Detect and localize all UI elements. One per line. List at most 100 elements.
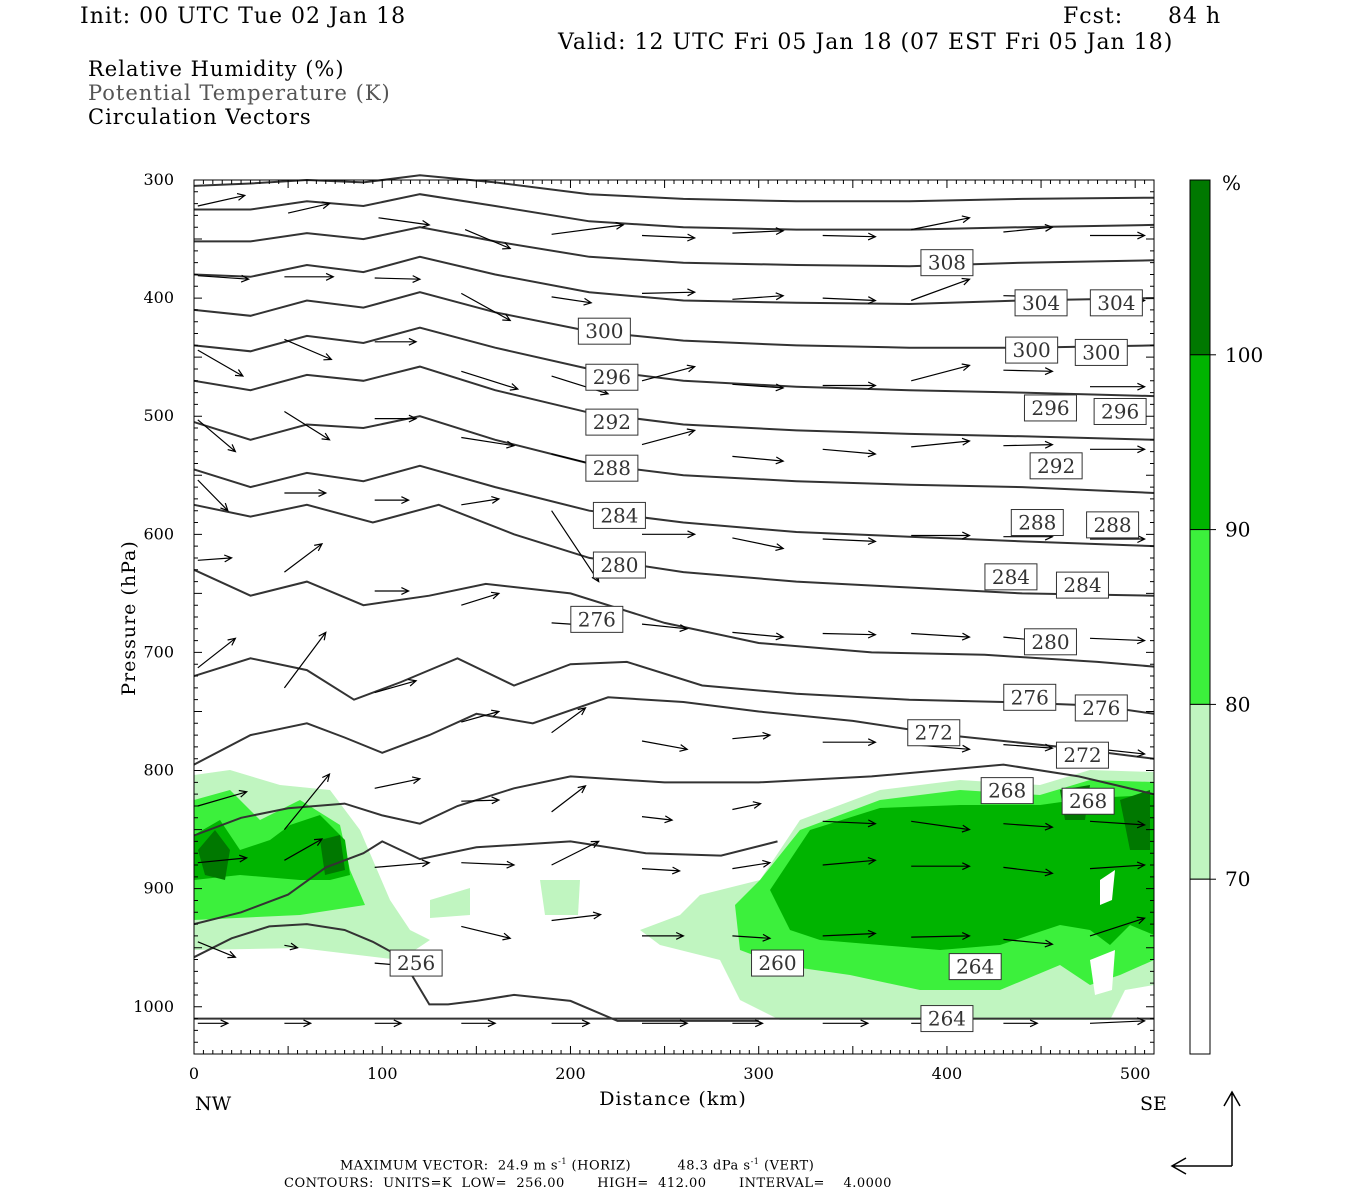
circulation-vector: [197, 419, 237, 453]
contour-label: 292: [593, 410, 631, 434]
contour-label-box: [1089, 289, 1143, 317]
circulation-vector: [461, 925, 512, 941]
max-vector-line: MAXIMUM VECTOR: 24.9 m s-1 (HORIZ) 48.3 …: [340, 1157, 814, 1173]
circulation-vector: [1003, 223, 1054, 233]
circulation-vector: [284, 338, 333, 361]
circulation-vector: [732, 1019, 764, 1028]
colorbar-segment: [1189, 878, 1211, 1055]
scale-arrow: [1170, 1090, 1241, 1175]
contour-label-box: [984, 563, 1038, 591]
circulation-vector: [641, 428, 697, 446]
circulation-vector: [464, 229, 512, 250]
theta-contour-260: [193, 840, 778, 926]
contour-label: 280: [1031, 630, 1069, 654]
circulation-vector: [374, 496, 411, 505]
circulation-vector: [1003, 743, 1054, 752]
circulation-vector: [822, 1019, 870, 1028]
circulation-vector: [551, 1019, 591, 1028]
circulation-vector: [378, 217, 431, 228]
circulation-vector: [641, 815, 674, 824]
circulation-vector: [551, 785, 587, 813]
contour-label: 304: [1022, 291, 1060, 315]
circulation-vector: [1003, 1019, 1039, 1028]
rh-band: [194, 815, 350, 880]
circulation-vector: [374, 337, 418, 346]
theta-contour-268: [193, 763, 1155, 837]
circulation-vector: [641, 866, 682, 875]
circulation-vector: [732, 933, 772, 942]
circulation-vector: [1003, 822, 1054, 831]
circulation-vector: [641, 740, 689, 752]
circulation-vector: [197, 193, 247, 207]
circulation-vector: [1090, 231, 1147, 240]
contour-label: 288: [1018, 511, 1056, 535]
circulation-vector: [284, 410, 331, 441]
forecast-label: Fcst:: [1063, 4, 1124, 29]
circulation-vector: [283, 631, 327, 689]
contour-label-box: [751, 949, 805, 977]
circulation-vector: [461, 591, 501, 606]
contour-label: 264: [928, 1007, 966, 1031]
y-tick-label: 400: [143, 288, 174, 307]
circulation-vector: [374, 1019, 403, 1028]
rh-band: [770, 795, 1154, 950]
contour-label: 260: [758, 951, 796, 975]
circulation-vector: [197, 854, 249, 864]
axes: 0 100 200 300 400 500 300 400 500 600 700 800 900 100…: [133, 170, 1150, 1083]
circulation-vector: [374, 587, 411, 595]
circulation-vector: [551, 911, 602, 922]
circulation-vector: [551, 510, 600, 583]
circulation-vector: [1089, 861, 1147, 870]
contour-label-box: [592, 501, 646, 529]
theta-contour-280: [193, 568, 1155, 668]
contour-label-box: [1014, 289, 1068, 317]
circulation-vector: [641, 623, 689, 633]
y-tick-label: 600: [143, 524, 174, 543]
x-tick-label: 300: [743, 1064, 774, 1083]
contour-label: 284: [1063, 573, 1101, 597]
contour-label-box: [907, 719, 961, 747]
theta-contour-296: [193, 365, 1155, 441]
rh-shading: [194, 770, 1154, 1020]
circulation-vector: [732, 537, 785, 551]
contour-label-box: [980, 777, 1034, 805]
contour-label: 288: [1093, 513, 1131, 537]
circulation-vector: [911, 437, 971, 448]
contour-label-box: [570, 605, 624, 633]
legend-theta: Potential Temperature (K): [88, 81, 391, 105]
colorbar-segment: [1189, 703, 1211, 880]
circulation-vector: [551, 840, 600, 866]
contour-label: 268: [1069, 789, 1107, 813]
circulation-vector: [732, 731, 772, 740]
y-tick-label: 500: [143, 406, 174, 425]
colorbar-unit: %: [1222, 171, 1241, 195]
rh-band: [430, 888, 470, 918]
colorbar-segment: [1189, 529, 1211, 705]
theta-contour-256: [193, 923, 759, 1022]
circulation-vector: [1089, 636, 1147, 645]
circulation-vector: [822, 929, 877, 938]
max-vector-suffix: (VERT): [759, 1158, 815, 1174]
circulation-vector: [642, 1019, 689, 1028]
colorbar-segment: [1189, 179, 1211, 356]
contour-label: 268: [988, 779, 1026, 803]
circulation-vector: [284, 542, 324, 573]
rh-band: [540, 880, 580, 915]
circulation-vector: [1003, 367, 1054, 376]
colorbar-tick-label: 80: [1225, 692, 1250, 716]
contour-label: 308: [928, 251, 966, 275]
contour-label-box: [920, 1005, 974, 1033]
circulation-vector: [461, 292, 512, 322]
circulation-vector: [911, 363, 971, 382]
circulation-vector: [461, 370, 520, 391]
circulation-vector: [551, 296, 593, 306]
contour-label-box: [585, 454, 639, 482]
contour-label: 276: [1011, 685, 1049, 709]
contour-label-box: [1005, 336, 1059, 364]
x-tick-label: 200: [555, 1064, 586, 1083]
max-vector-vert: (HORIZ) 48.3 dPa s: [566, 1158, 751, 1174]
circulation-vector: [911, 932, 971, 941]
circulation-vector: [197, 1019, 230, 1028]
theta-contour-284: [193, 503, 1155, 597]
theta-contour-276: [193, 657, 1155, 715]
